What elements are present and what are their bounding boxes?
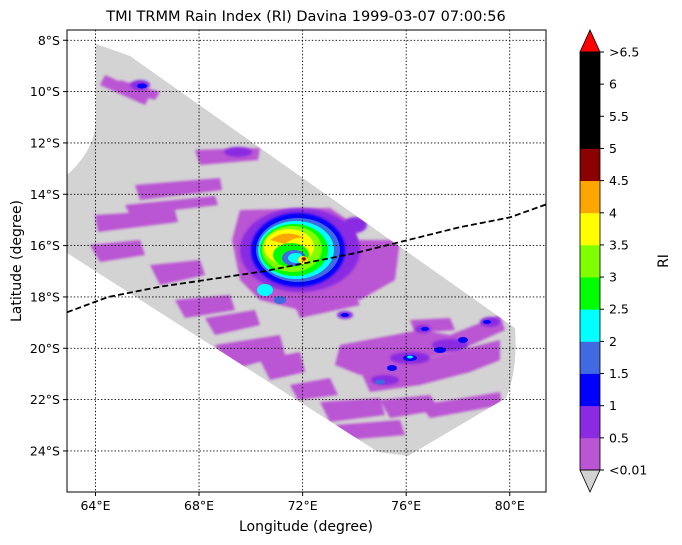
y-tick-label: 18°S (30, 289, 60, 304)
x-tick-label: 80°E (495, 498, 525, 513)
colorbar-segment (580, 373, 600, 407)
colorbar-tick-label: 3 (609, 270, 617, 285)
colorbar-tick-label: 5 (609, 141, 617, 156)
colorbar-label: RI (656, 254, 672, 268)
y-tick-label: 12°S (30, 135, 60, 150)
colorbar-segment (580, 84, 600, 117)
colorbar-tick-label: 2.5 (609, 302, 629, 317)
colorbar-segment (580, 116, 600, 149)
map-title: TMI TRMM Rain Index (RI) Davina 1999-03-… (105, 9, 505, 25)
colorbar-segment (580, 244, 600, 278)
colorbar-tick-label: <0.01 (609, 463, 647, 478)
grid-lines (67, 30, 546, 492)
colorbar-segment (580, 277, 600, 310)
plot-area (67, 30, 546, 492)
storm-track-line (67, 203, 546, 314)
colorbar-segment (580, 309, 600, 342)
colorbar-under-arrow (579, 469, 601, 493)
colorbar-segment (580, 52, 600, 85)
colorbar-tick-label: 6 (609, 77, 617, 92)
y-tick-label: 16°S (30, 238, 60, 253)
x-tick-label: 64°E (80, 498, 110, 513)
x-tick-label: 76°E (391, 498, 421, 513)
colorbar-segment (580, 148, 600, 182)
x-tick-label: 68°E (184, 498, 214, 513)
colorbar-tick-label: 4.5 (609, 173, 629, 188)
colorbar: <0.01 0.5 1 1.5 2 2.5 3 3.5 4 4.5 5 5.5 6 >6.5 (579, 29, 647, 493)
colorbar-tick-label: 4 (609, 205, 617, 220)
x-axis-ticks: 64°E 68°E 72°E 76°E 80°E (80, 492, 525, 513)
colorbar-tick-label: >6.5 (609, 45, 639, 60)
colorbar-segment (580, 212, 600, 246)
colorbar-tick-label: 3.5 (609, 237, 629, 252)
colorbar-over-arrow (579, 29, 601, 53)
y-tick-label: 10°S (30, 84, 60, 99)
y-tick-label: 24°S (30, 443, 60, 458)
storm-eye-wall (251, 213, 345, 304)
x-tick-label: 72°E (288, 498, 318, 513)
colorbar-segment (580, 405, 600, 439)
colorbar-segment (580, 341, 600, 374)
y-tick-label: 22°S (30, 392, 60, 407)
colorbar-segment (580, 437, 600, 471)
y-tick-label: 20°S (30, 341, 60, 356)
colorbar-tick-label: 0.5 (609, 430, 629, 445)
plot-frame (66, 29, 547, 493)
y-axis-ticks: 8°S 10°S 12°S 14°S 16°S 18°S 20°S 22°S 24°S (30, 33, 67, 458)
y-tick-label: 8°S (38, 33, 60, 48)
colorbar-tick-label: 5.5 (609, 109, 629, 124)
colorbar-frame (579, 51, 601, 471)
colorbar-segment (580, 180, 600, 214)
colorbar-tick-label: 2 (609, 334, 617, 349)
x-axis-label: Longitude (degree) (239, 519, 373, 535)
y-axis-label: Latitude (degree) (9, 200, 25, 322)
rain-cells (90, 75, 505, 440)
y-tick-label: 14°S (30, 187, 60, 202)
colorbar-tick-label: 1 (609, 398, 617, 413)
colorbar-tick-label: 1.5 (609, 366, 629, 381)
